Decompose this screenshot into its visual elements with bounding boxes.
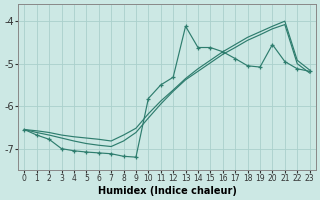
X-axis label: Humidex (Indice chaleur): Humidex (Indice chaleur) (98, 186, 236, 196)
